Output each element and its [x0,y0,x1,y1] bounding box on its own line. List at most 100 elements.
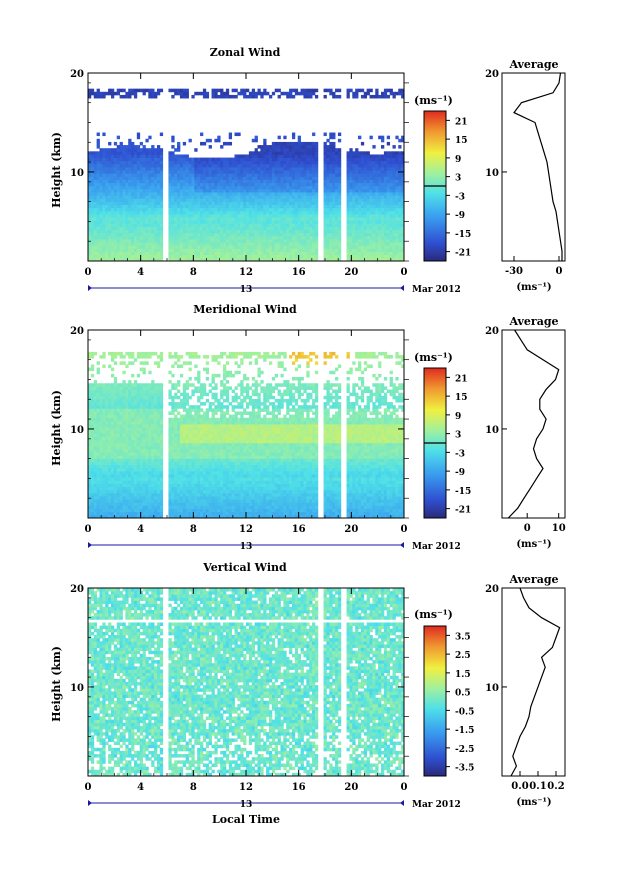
heat-cell [392,185,396,190]
heat-cell [291,145,296,149]
heat-cell [291,214,296,218]
heat-cell [116,496,120,500]
heat-cell [194,217,198,221]
heat-cell [200,239,204,243]
heat-cell [108,464,112,469]
heat-cell [268,167,273,171]
heat-cell [208,170,212,174]
heat-cell [214,185,218,190]
heat-cell [139,154,143,158]
heat-cell [197,214,201,218]
heat-cell [277,239,281,243]
heat-cell [131,514,135,519]
heat-cell [139,229,143,234]
heat-cell [113,402,118,406]
heat-cell [337,188,342,193]
heat-cell [277,192,281,196]
heat-cell [369,94,373,99]
heat-cell [297,232,301,237]
heat-cell [136,160,141,165]
heat-cell [401,229,405,234]
heat-cell [335,173,339,177]
heat-cell [96,417,100,422]
heat-cell [369,179,373,184]
heat-cell [243,245,247,249]
heat-cell [329,192,333,196]
heat-cell [248,232,253,237]
heat-cell [99,411,103,415]
heat-cell [323,145,327,149]
heat-cell [122,148,126,152]
heat-cell [119,220,123,224]
heat-cell [200,204,204,209]
heat-cell [375,173,379,177]
heat-cell [375,248,379,252]
heat-cell [116,242,120,246]
heat-cell [191,163,195,168]
heat-cell [211,195,215,199]
heat-cell [266,185,270,190]
heat-cell [401,248,405,252]
heat-cell [142,91,146,96]
heat-cell [102,392,106,397]
heat-cell [119,223,123,227]
heat-cell [220,167,224,171]
heat-cell [133,477,138,481]
heat-cell [185,154,189,158]
heat-cell [225,226,230,231]
heat-cell [349,192,353,196]
heat-cell [257,217,261,221]
heat-cell [128,248,132,252]
heat-cell [113,210,118,215]
heat-cell [378,254,382,259]
heat-cell [266,239,270,243]
heat-cell [355,223,359,227]
heat-cell [257,254,261,259]
heat-cell [243,163,247,168]
heat-cell [136,223,141,227]
heat-cell [358,154,362,158]
heat-cell [251,176,256,180]
heat-cell [110,367,115,372]
heat-cell [309,226,313,231]
heat-cell [366,251,370,256]
heat-cell [360,210,365,215]
heat-cell [369,176,373,180]
heat-cell [197,188,201,193]
heat-cell [177,248,181,252]
heat-cell [116,408,120,412]
heat-cell [352,223,356,227]
heat-cell [88,226,92,231]
colorbar-tick-label: -3 [455,192,465,202]
heat-cell [312,154,316,158]
heat-cell [122,176,126,180]
heat-cell [283,157,287,162]
heat-cell [294,223,299,227]
heat-cell [122,251,126,256]
heat-cell [128,220,132,224]
heat-cell [99,402,103,406]
heat-cell [136,373,141,378]
heat-cell [277,182,281,187]
heat-cell [381,160,385,165]
heat-cell [128,408,132,412]
heat-cell [197,223,201,227]
heat-cell [386,248,391,252]
heat-cell [306,214,310,218]
heat-cell [108,182,112,187]
heat-cell [246,226,250,231]
heat-cell [177,176,181,180]
heat-cell [151,220,155,224]
heat-cell [90,402,95,406]
heat-cell [108,210,112,215]
heat-cell [251,251,256,256]
heat-cell [88,163,92,168]
heat-cell [125,251,129,256]
heat-cell [128,154,132,158]
heat-cell [289,170,293,174]
heat-cell [395,163,399,168]
heat-cell [159,232,164,237]
heat-cell [360,223,365,227]
heat-cell [389,232,393,237]
heat-cell [355,192,359,196]
